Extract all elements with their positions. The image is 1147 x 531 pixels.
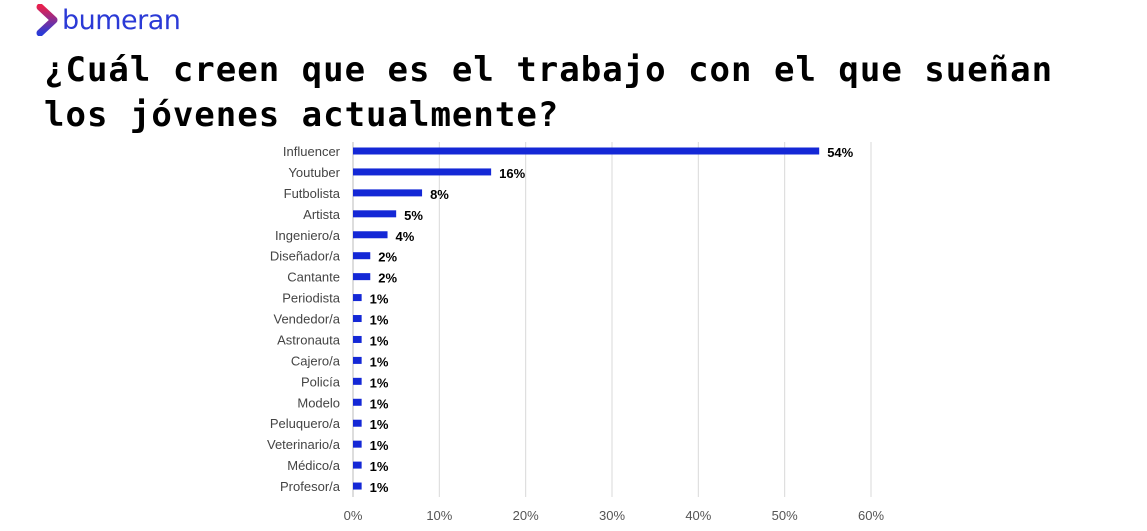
x-tick-label: 40%	[685, 508, 711, 523]
category-label: Vendedor/a	[273, 312, 340, 327]
category-label: Policía	[301, 374, 341, 389]
bar	[353, 252, 371, 260]
data-label: 16%	[499, 166, 525, 181]
bar	[353, 231, 388, 239]
data-label: 1%	[370, 417, 389, 432]
category-label: Artista	[303, 207, 341, 222]
data-label: 1%	[370, 459, 389, 474]
category-label: Médico/a	[287, 458, 341, 473]
data-label: 2%	[378, 271, 397, 286]
category-label: Cantante	[287, 270, 340, 285]
bar	[353, 377, 362, 385]
bar	[353, 273, 371, 281]
bar	[353, 419, 362, 427]
x-tick-label: 30%	[599, 508, 625, 523]
x-tick-label: 20%	[513, 508, 539, 523]
x-tick-label: 60%	[858, 508, 884, 523]
category-label: Futbolista	[284, 186, 341, 201]
data-label: 54%	[827, 145, 853, 160]
bumeran-logo: bumeran	[36, 4, 181, 36]
bar	[353, 356, 362, 364]
bar	[353, 168, 492, 176]
category-label: Youtuber	[288, 165, 340, 180]
category-label: Profesor/a	[280, 479, 341, 494]
category-label: Modelo	[297, 395, 340, 410]
data-label: 1%	[370, 480, 389, 495]
logo-chevron-icon	[36, 4, 58, 36]
data-label: 1%	[370, 375, 389, 390]
bar	[353, 461, 362, 469]
data-label: 2%	[378, 250, 397, 265]
bar	[353, 189, 423, 197]
bar	[353, 335, 362, 343]
category-label: Peluquero/a	[270, 416, 341, 431]
chart-title: ¿Cuál creen que es el trabajo con el que…	[44, 50, 1054, 135]
bar	[353, 210, 397, 218]
bar	[353, 398, 362, 406]
category-label: Cajero/a	[291, 353, 341, 368]
data-label: 8%	[430, 187, 449, 202]
data-label: 1%	[370, 313, 389, 328]
category-label: Ingeniero/a	[275, 228, 341, 243]
data-label: 4%	[396, 229, 415, 244]
category-label: Periodista	[282, 291, 341, 306]
category-label: Influencer	[283, 144, 341, 159]
x-tick-label: 50%	[772, 508, 798, 523]
category-label: Veterinario/a	[267, 437, 341, 452]
bar	[353, 294, 362, 302]
category-label: Astronauta	[277, 332, 341, 347]
data-label: 5%	[404, 208, 423, 223]
bar	[353, 315, 362, 323]
data-label: 1%	[370, 438, 389, 453]
data-label: 1%	[370, 292, 389, 307]
data-label: 1%	[370, 396, 389, 411]
x-tick-label: 0%	[344, 508, 363, 523]
bar	[353, 440, 362, 448]
logo-text: bumeran	[62, 4, 181, 36]
bar	[353, 147, 820, 155]
x-tick-label: 10%	[426, 508, 452, 523]
category-label: Diseñador/a	[270, 249, 341, 264]
bar	[353, 482, 362, 490]
data-label: 1%	[370, 354, 389, 369]
data-label: 1%	[370, 333, 389, 348]
